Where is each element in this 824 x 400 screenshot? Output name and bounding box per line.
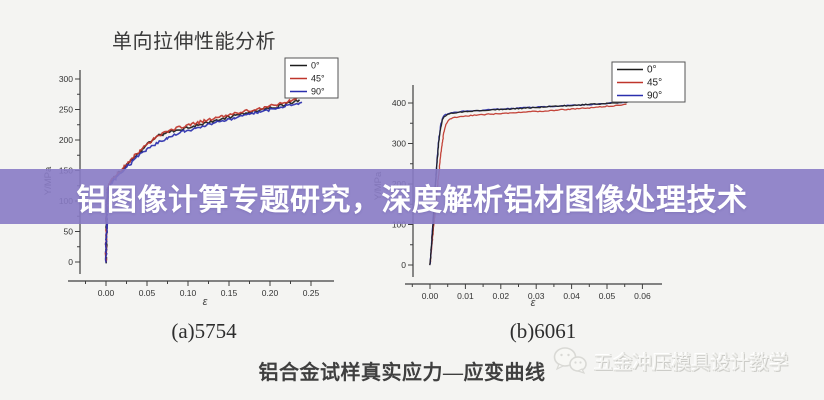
- y-tick-label: 100: [392, 220, 406, 230]
- chart-6061-caption: (b)6061: [509, 319, 577, 343]
- legend-label: 90°: [647, 91, 662, 102]
- x-tick-label: 0.10: [180, 288, 197, 298]
- x-tick-label: 0.01: [457, 291, 474, 301]
- x-tick-label: 0.02: [493, 291, 510, 301]
- chart-5754-caption: (a)5754: [171, 319, 237, 343]
- y-tick-label: 0: [401, 260, 406, 270]
- x-tick-label: 0.00: [98, 288, 115, 298]
- x-tick-label: 0.00: [422, 291, 439, 301]
- x-tick-label: 0.20: [262, 288, 279, 298]
- chart-a5754: 0.000.050.100.150.200.250501001502002503…: [43, 57, 339, 308]
- legend: 0° 45° 90°: [611, 61, 686, 103]
- x-tick-label: 0.04: [563, 291, 580, 301]
- legend-label: 45°: [311, 74, 325, 84]
- legend-label: 0°: [647, 65, 657, 76]
- legend-label: 90°: [311, 87, 325, 97]
- legend-label: 45°: [647, 78, 662, 89]
- x-axis-label: ε: [203, 296, 208, 308]
- watermark: 五金冲压模具设计教学: [552, 346, 789, 376]
- y-tick-label: 300: [392, 139, 406, 149]
- headline-banner: 铝图像计算专题研究，深度解析铝材图像处理技术: [0, 169, 824, 224]
- x-tick-label: 0.25: [303, 288, 320, 298]
- x-tick-label: 0.15: [221, 288, 238, 298]
- y-tick-label: 300: [59, 74, 73, 84]
- chart-5754-title: 单向拉伸性能分析: [112, 31, 276, 53]
- legend: 0° 45° 90°: [284, 57, 339, 99]
- x-tick-label: 0.06: [634, 291, 651, 301]
- y-tick-label: 400: [392, 98, 406, 108]
- y-tick-label: 250: [59, 105, 73, 115]
- x-axis-label: ε: [531, 297, 536, 309]
- x-tick-label: 0.05: [139, 288, 156, 298]
- y-tick-label: 50: [64, 227, 74, 237]
- headline-text: 铝图像计算专题研究，深度解析铝材图像处理技术: [76, 183, 748, 217]
- y-tick-label: 200: [59, 135, 73, 145]
- y-tick-label: 0: [68, 257, 73, 267]
- x-tick-label: 0.05: [599, 291, 616, 301]
- legend-label: 0°: [311, 61, 320, 71]
- x-tick-label: 0.03: [528, 291, 545, 301]
- footer-caption: 铝合金试样真实应力—应变曲线: [258, 362, 546, 384]
- watermark-text: 五金冲压模具设计教学: [594, 352, 790, 374]
- wechat-icon: [553, 347, 587, 375]
